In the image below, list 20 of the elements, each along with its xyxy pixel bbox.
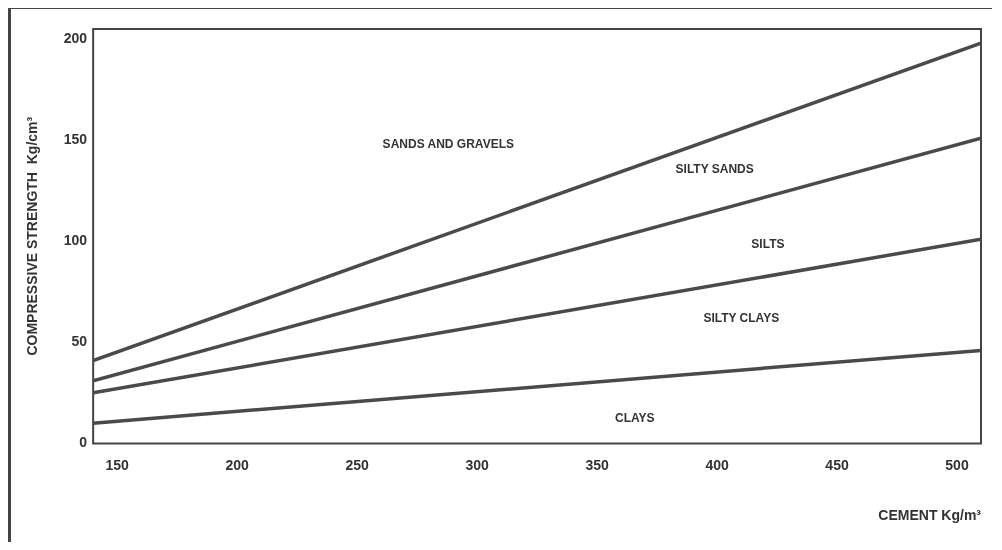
y-tick-label: 50 xyxy=(71,333,88,350)
annotation: CLAYS xyxy=(614,410,655,425)
x-tick-label: 300 xyxy=(465,456,489,473)
annotation: SANDS AND GRAVELS xyxy=(382,137,514,152)
y-tick-label: 100 xyxy=(63,232,88,249)
x-tick-label: 200 xyxy=(225,456,250,473)
annotation: SILTY CLAYS xyxy=(703,311,780,326)
x-tick-label: 450 xyxy=(825,456,849,473)
x-tick-label: 400 xyxy=(705,456,729,473)
y-tick-label: 0 xyxy=(79,434,88,451)
y-axis-title: COMPRESSIVE STRENGTH Kg/cm³ xyxy=(24,116,41,356)
y-tick-label: 200 xyxy=(63,29,88,46)
annotation: SILTS xyxy=(751,236,785,251)
x-tick-label: 150 xyxy=(105,456,130,473)
x-tick-label: 500 xyxy=(945,456,969,473)
y-tick-label: 150 xyxy=(63,131,88,148)
x-tick-label: 350 xyxy=(585,456,609,473)
x-axis-title: CEMENT Kg/m³ xyxy=(878,507,982,524)
annotation: SILTY SANDS xyxy=(675,162,754,177)
x-tick-label: 250 xyxy=(345,456,369,473)
